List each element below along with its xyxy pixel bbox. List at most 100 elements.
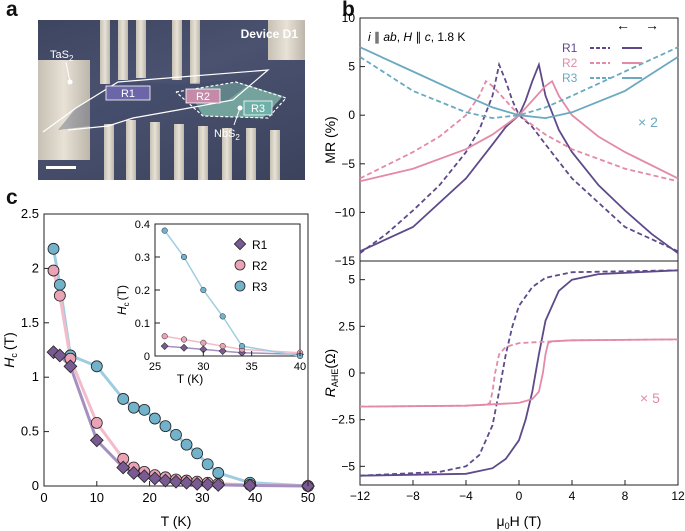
mr-scale-note: × 2 bbox=[638, 114, 658, 130]
mr-y-label: MR (%) bbox=[322, 116, 338, 163]
hc-point-r3 bbox=[191, 447, 204, 460]
y-tick-label: 0 bbox=[32, 478, 39, 493]
electrode bbox=[222, 128, 232, 180]
x-tick-label: 12 bbox=[671, 489, 685, 503]
ahe-series-group bbox=[359, 269, 679, 477]
hc-point-r3 bbox=[148, 412, 161, 425]
hc-point-r1 bbox=[63, 359, 78, 374]
hc-point-r1 bbox=[242, 478, 257, 493]
hc-point-r3 bbox=[47, 242, 60, 255]
mr-series-r2-down bbox=[359, 79, 679, 183]
y-tick-label: 2.5 bbox=[338, 319, 355, 333]
hc-x-ticks: 0 10 20 30 40 50 bbox=[40, 481, 315, 505]
mr-series-r3-up bbox=[359, 46, 679, 120]
nbs2-pointer bbox=[233, 107, 241, 126]
x-tick-label: 10 bbox=[90, 490, 104, 505]
mr-conditions: i ∥ ab, H ∥ c, 1.8 K bbox=[368, 30, 465, 44]
mr-series-group bbox=[359, 46, 679, 254]
hc-point-r2 bbox=[53, 289, 66, 302]
hc-point-r3 bbox=[212, 467, 225, 479]
nbs2-label: NbS2 bbox=[214, 128, 240, 142]
y-tick-label: 1 bbox=[32, 369, 39, 384]
hc-point-r3 bbox=[180, 438, 193, 451]
inset-point-r1 bbox=[160, 342, 169, 350]
contact-pad bbox=[38, 60, 90, 160]
region-r3-label: R3 bbox=[251, 103, 265, 115]
hc-point-r1 bbox=[211, 477, 226, 492]
y-tick-label: 1.5 bbox=[21, 315, 39, 330]
ahe-y-label: RAHE(Ω) bbox=[322, 349, 340, 397]
y-tick-label: 0 bbox=[348, 366, 355, 380]
nbs2-pointer-dot bbox=[237, 105, 243, 111]
hc-legend: R1 R2 R3 bbox=[233, 237, 268, 294]
hc-point-r3 bbox=[201, 458, 214, 471]
x-tick-label: 35 bbox=[246, 361, 258, 373]
hc-point-r1 bbox=[200, 477, 215, 492]
electrode bbox=[246, 128, 256, 180]
electrode bbox=[136, 20, 146, 78]
inset-point-r2 bbox=[161, 333, 168, 340]
y-tick-label: 0.5 bbox=[21, 424, 39, 439]
inset-point-r2 bbox=[180, 336, 188, 343]
x-tick-label: 30 bbox=[195, 490, 209, 505]
inset-point-r3 bbox=[180, 253, 188, 261]
hc-y-ticks: 0 0.5 1 1.5 2 2.5 bbox=[21, 206, 49, 493]
region-r2-box bbox=[185, 88, 221, 104]
electrode bbox=[150, 122, 160, 180]
panel-letter-c: c bbox=[6, 186, 18, 209]
inset-point-r1 bbox=[199, 345, 208, 354]
electrode bbox=[270, 130, 280, 180]
inset-point-r3 bbox=[238, 343, 246, 350]
micrograph-drawing: R1 R2 R3 Device D1 TaS2 NbS2 bbox=[38, 20, 305, 180]
legend-r3-marker bbox=[234, 280, 246, 292]
y-tick-label: 10 bbox=[342, 11, 356, 25]
hc-legend-r1: R1 bbox=[252, 238, 268, 252]
electrode bbox=[174, 124, 184, 180]
inset-point-r2 bbox=[219, 343, 226, 350]
legend-r3: R3 bbox=[562, 71, 578, 85]
legend-r2: R2 bbox=[562, 56, 578, 70]
hc-legend-r2: R2 bbox=[252, 259, 268, 273]
scale-bar bbox=[46, 166, 76, 169]
hc-x-label: T (K) bbox=[161, 513, 192, 529]
electrode bbox=[100, 20, 110, 84]
contact-pad bbox=[268, 20, 305, 60]
inset-line-r2 bbox=[164, 335, 301, 354]
ahe-plot: 5 2.5 0 −2.5 −5 −12 −8 −4 0 4 8 12 RAHE(Ω) μ0H (T)… bbox=[322, 260, 685, 531]
x-tick-label: 0 bbox=[40, 490, 47, 505]
inset-point-r2 bbox=[200, 339, 207, 346]
hc-point-r1 bbox=[89, 433, 104, 448]
x-tick-label: 40 bbox=[294, 361, 306, 373]
hc-plot: 0 0.5 1 1.5 2 2.5 0 10 20 30 40 50 Hc(T) T (K) bbox=[1, 206, 315, 529]
hc-legend-r3: R3 bbox=[252, 280, 268, 294]
region-r2-label: R2 bbox=[196, 91, 210, 103]
y-tick-label: 2 bbox=[32, 260, 39, 275]
hc-inset-plot: 0 0.1 0.2 0.3 0.4 25 30 35 40 Hc(T) T (K) R1 R2… bbox=[115, 219, 306, 386]
hc-series-group bbox=[46, 242, 315, 493]
inset-point-r3 bbox=[200, 286, 207, 294]
mr-legend: ← → R1 R2 R3 bbox=[562, 17, 659, 85]
inset-frame bbox=[154, 223, 301, 357]
panel-letter-a: a bbox=[6, 0, 18, 21]
x-tick-label: 4 bbox=[569, 489, 576, 503]
tas2-label: TaS2 bbox=[50, 49, 74, 63]
nbs2-outline bbox=[175, 81, 288, 119]
ahe-plot-frame bbox=[359, 260, 679, 486]
hc-point-r2 bbox=[90, 416, 103, 429]
hc-point-r3 bbox=[159, 420, 172, 433]
hc-point-r3 bbox=[53, 278, 66, 291]
y-tick-label: 0 bbox=[144, 351, 150, 363]
x-tick-label: 50 bbox=[301, 490, 315, 505]
y-tick-label: 2.5 bbox=[21, 206, 39, 221]
electrode bbox=[172, 20, 182, 80]
hc-y-label: Hc(T) bbox=[1, 332, 19, 368]
inset-line-r3 bbox=[164, 230, 301, 357]
ahe-series-r1-up bbox=[359, 269, 679, 477]
tas2-flake bbox=[58, 72, 266, 130]
legend-r1-marker bbox=[233, 237, 247, 251]
y-tick-label: −10 bbox=[335, 205, 356, 219]
y-tick-label: 0.3 bbox=[135, 252, 150, 264]
hc-point-r3 bbox=[170, 428, 182, 441]
x-tick-label: 25 bbox=[149, 361, 161, 373]
